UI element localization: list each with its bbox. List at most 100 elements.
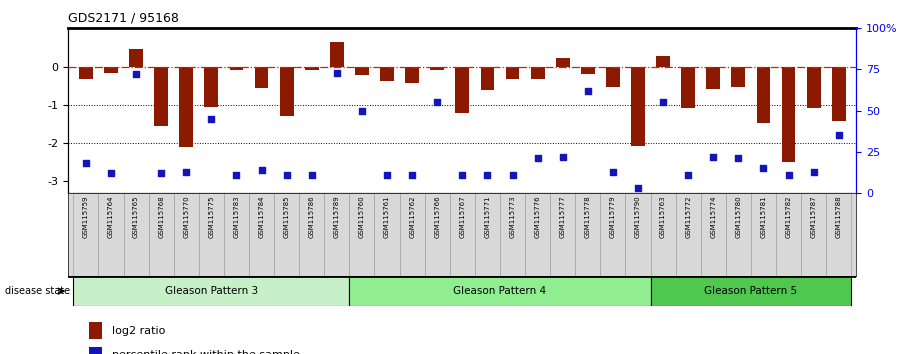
- Text: GSM115781: GSM115781: [761, 195, 766, 238]
- Point: [304, 172, 319, 178]
- Bar: [676, 193, 701, 276]
- Bar: [525, 193, 550, 276]
- Point: [606, 169, 620, 175]
- Bar: [255, 67, 269, 88]
- Bar: [556, 58, 569, 67]
- Text: disease state: disease state: [5, 286, 69, 296]
- Point: [580, 88, 595, 94]
- Text: GSM115779: GSM115779: [609, 195, 616, 238]
- Bar: [79, 67, 93, 79]
- Bar: [726, 193, 751, 276]
- Point: [506, 172, 520, 178]
- Bar: [305, 67, 319, 70]
- Bar: [224, 193, 249, 276]
- Bar: [179, 67, 193, 147]
- Bar: [324, 193, 350, 276]
- Point: [128, 72, 143, 77]
- Bar: [550, 193, 575, 276]
- Bar: [450, 193, 475, 276]
- Bar: [104, 67, 118, 73]
- Bar: [374, 193, 400, 276]
- Text: Gleason Pattern 4: Gleason Pattern 4: [454, 286, 547, 296]
- Bar: [650, 193, 676, 276]
- Text: GSM115762: GSM115762: [409, 195, 415, 238]
- Bar: [506, 67, 519, 79]
- Bar: [380, 67, 394, 81]
- Point: [732, 155, 746, 161]
- Bar: [204, 67, 219, 107]
- Bar: [89, 347, 102, 354]
- Text: log2 ratio: log2 ratio: [111, 326, 165, 336]
- Point: [404, 172, 419, 178]
- Bar: [782, 67, 795, 161]
- Bar: [650, 276, 851, 306]
- Point: [656, 99, 670, 105]
- Bar: [74, 193, 98, 276]
- Text: GDS2171 / 95168: GDS2171 / 95168: [68, 12, 179, 25]
- Text: GSM115771: GSM115771: [485, 195, 490, 238]
- Text: GSM115770: GSM115770: [183, 195, 189, 238]
- Point: [706, 154, 721, 160]
- Point: [556, 154, 570, 160]
- Bar: [350, 193, 374, 276]
- Bar: [400, 193, 425, 276]
- Bar: [249, 193, 274, 276]
- Point: [832, 132, 846, 138]
- Bar: [480, 67, 495, 90]
- Bar: [606, 67, 619, 86]
- Bar: [154, 67, 169, 126]
- Bar: [350, 276, 650, 306]
- Bar: [776, 193, 801, 276]
- Bar: [656, 56, 670, 67]
- Bar: [425, 193, 450, 276]
- Text: percentile rank within the sample: percentile rank within the sample: [111, 350, 300, 354]
- Bar: [405, 67, 419, 83]
- Text: GSM115790: GSM115790: [635, 195, 641, 238]
- Bar: [174, 193, 199, 276]
- Bar: [732, 67, 745, 86]
- Bar: [330, 42, 343, 67]
- Point: [354, 108, 369, 114]
- Bar: [355, 67, 369, 75]
- Bar: [129, 49, 143, 67]
- Text: GSM115784: GSM115784: [259, 195, 264, 238]
- Point: [480, 172, 495, 178]
- Bar: [98, 193, 124, 276]
- Text: GSM115774: GSM115774: [711, 195, 716, 238]
- Text: GSM115782: GSM115782: [785, 195, 792, 238]
- Bar: [631, 67, 645, 146]
- Point: [782, 172, 796, 178]
- Bar: [807, 67, 821, 108]
- Point: [254, 167, 269, 173]
- Bar: [89, 322, 102, 339]
- Text: GSM115766: GSM115766: [435, 195, 440, 238]
- Text: GSM115765: GSM115765: [133, 195, 139, 238]
- Text: GSM115772: GSM115772: [685, 195, 691, 238]
- Bar: [575, 193, 600, 276]
- Text: GSM115759: GSM115759: [83, 195, 89, 238]
- Point: [330, 70, 344, 76]
- Text: GSM115789: GSM115789: [333, 195, 340, 238]
- Bar: [626, 193, 650, 276]
- Point: [230, 172, 244, 178]
- Bar: [581, 67, 595, 74]
- Point: [681, 172, 695, 178]
- Text: GSM115768: GSM115768: [159, 195, 164, 238]
- Point: [179, 169, 193, 175]
- Text: GSM115773: GSM115773: [509, 195, 516, 238]
- Point: [154, 170, 169, 176]
- Bar: [531, 67, 545, 79]
- Text: GSM115787: GSM115787: [811, 195, 816, 238]
- Point: [78, 160, 93, 166]
- Bar: [124, 193, 148, 276]
- Text: GSM115785: GSM115785: [283, 195, 290, 238]
- Text: GSM115763: GSM115763: [660, 195, 666, 238]
- Point: [380, 172, 394, 178]
- Bar: [475, 193, 500, 276]
- Text: GSM115778: GSM115778: [585, 195, 591, 238]
- Bar: [274, 193, 299, 276]
- Point: [806, 169, 821, 175]
- Point: [455, 172, 470, 178]
- Text: Gleason Pattern 3: Gleason Pattern 3: [165, 286, 258, 296]
- Point: [280, 172, 294, 178]
